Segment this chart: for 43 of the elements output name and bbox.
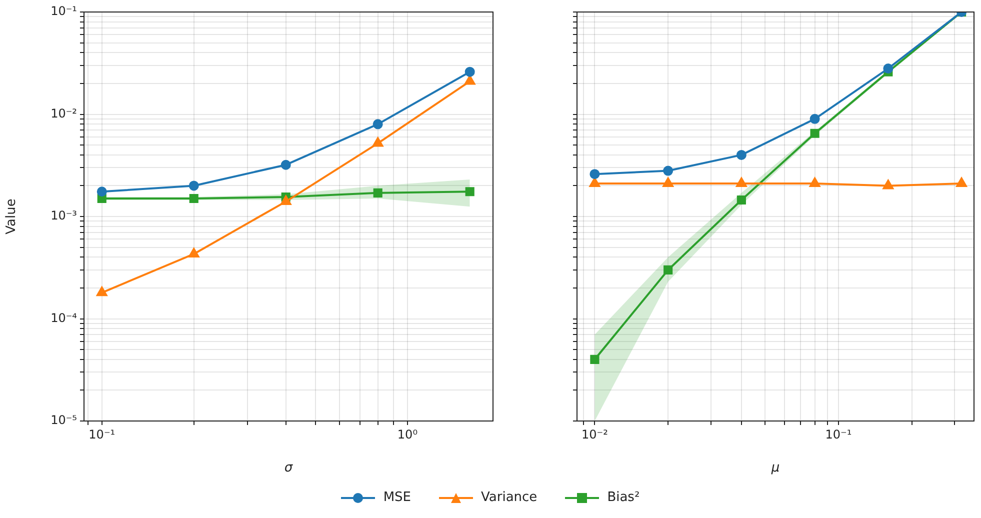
point xyxy=(465,187,474,196)
y-axis-title: Value xyxy=(4,198,20,234)
x-tick-label: 10⁻¹ xyxy=(88,427,116,442)
point xyxy=(662,178,674,188)
point xyxy=(280,160,291,170)
point xyxy=(464,66,475,77)
point xyxy=(280,196,292,206)
point xyxy=(188,180,199,191)
y-tick-label: 10⁻⁵ xyxy=(50,413,78,428)
point xyxy=(810,114,820,124)
point xyxy=(590,169,600,180)
point xyxy=(736,150,746,160)
point xyxy=(664,265,673,274)
point xyxy=(96,186,107,197)
y-tick-label: 10⁻¹ xyxy=(50,4,78,18)
point xyxy=(188,248,200,258)
point xyxy=(736,178,747,188)
point xyxy=(882,180,894,190)
x-tick-label: 10⁻² xyxy=(581,427,608,442)
point xyxy=(372,137,384,147)
point xyxy=(96,286,108,296)
x-tick-label: 10⁰ xyxy=(397,427,418,442)
point xyxy=(810,128,820,138)
point xyxy=(956,178,967,188)
point xyxy=(373,188,382,198)
legend-label: Bias² xyxy=(607,490,640,505)
x-axis-title: σ xyxy=(284,460,294,476)
x-tick-label: 10⁻¹ xyxy=(825,427,852,442)
point xyxy=(809,178,820,188)
point xyxy=(883,64,894,74)
y-tick-label: 10⁻² xyxy=(50,106,78,120)
point xyxy=(189,194,198,204)
point xyxy=(464,75,476,85)
legend-label: MSE xyxy=(383,490,412,505)
legend-label: Variance xyxy=(481,490,538,505)
y-tick-label: 10⁻⁴ xyxy=(50,310,78,325)
point xyxy=(589,178,600,188)
point xyxy=(590,354,600,364)
point xyxy=(663,166,674,176)
y-tick-label: 10⁻³ xyxy=(50,208,78,223)
point xyxy=(372,119,383,130)
point xyxy=(736,195,746,205)
x-axis-title: μ xyxy=(770,460,780,476)
